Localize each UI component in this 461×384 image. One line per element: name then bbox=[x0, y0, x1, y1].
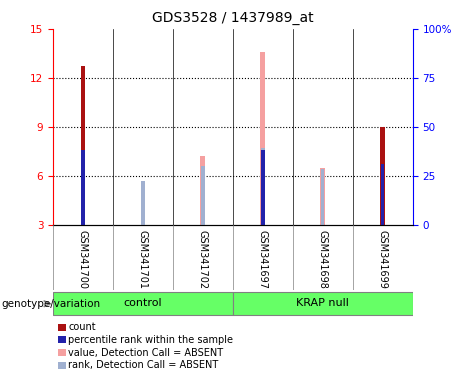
Bar bbox=[81, 66, 85, 225]
Bar bbox=[53, 292, 233, 316]
Text: KRAP null: KRAP null bbox=[296, 298, 349, 308]
Bar bbox=[261, 148, 265, 225]
Bar bbox=[320, 167, 325, 225]
Bar bbox=[261, 150, 265, 225]
Text: value, Detection Call = ABSENT: value, Detection Call = ABSENT bbox=[68, 348, 223, 358]
Text: genotype/variation: genotype/variation bbox=[1, 299, 100, 309]
Bar bbox=[381, 166, 384, 225]
Text: GSM341698: GSM341698 bbox=[318, 230, 328, 289]
Text: GSM341697: GSM341697 bbox=[258, 230, 268, 289]
Text: rank, Detection Call = ABSENT: rank, Detection Call = ABSENT bbox=[68, 360, 219, 370]
Text: GSM341702: GSM341702 bbox=[198, 230, 208, 289]
Bar bbox=[201, 156, 205, 225]
Text: control: control bbox=[124, 298, 162, 308]
Bar bbox=[81, 150, 85, 225]
Text: GSM341699: GSM341699 bbox=[378, 230, 388, 289]
Bar bbox=[141, 180, 145, 225]
Bar bbox=[380, 127, 385, 225]
Title: GDS3528 / 1437989_at: GDS3528 / 1437989_at bbox=[152, 11, 313, 25]
Bar bbox=[141, 202, 145, 225]
Bar bbox=[321, 169, 325, 225]
Text: GSM341700: GSM341700 bbox=[78, 230, 88, 289]
Bar bbox=[260, 51, 265, 225]
Text: count: count bbox=[68, 322, 96, 332]
Bar bbox=[233, 292, 413, 316]
Text: GSM341701: GSM341701 bbox=[138, 230, 148, 289]
Text: percentile rank within the sample: percentile rank within the sample bbox=[68, 335, 233, 345]
Bar bbox=[201, 166, 205, 225]
Bar bbox=[381, 164, 384, 225]
